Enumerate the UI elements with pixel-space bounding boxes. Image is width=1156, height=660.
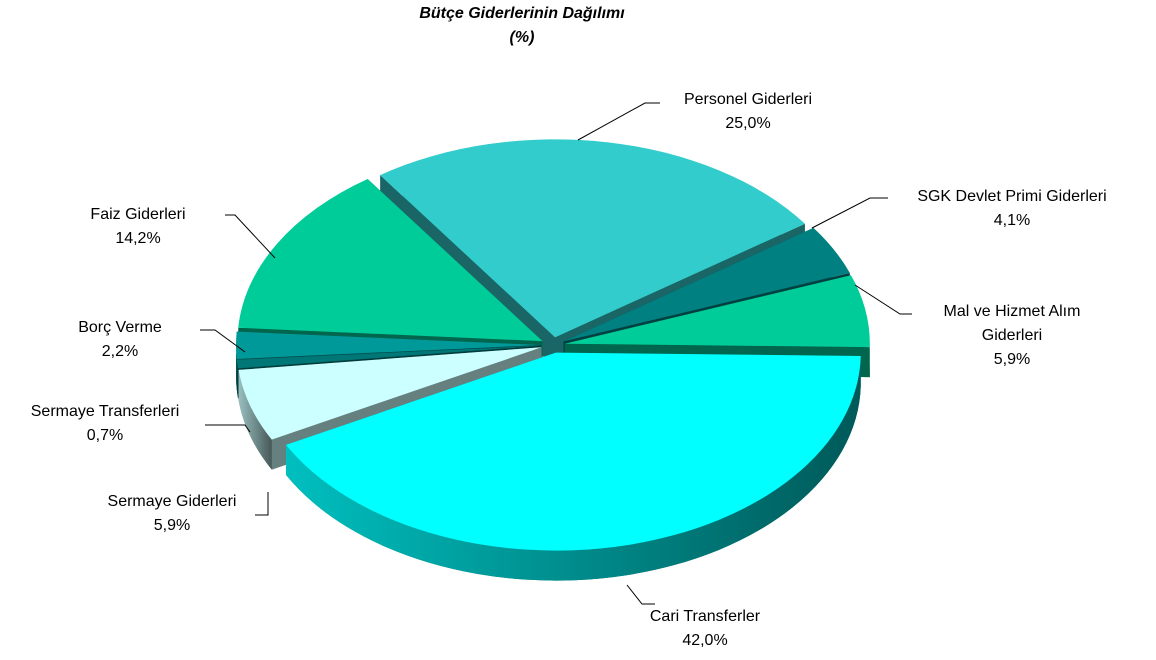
slice	[285, 352, 861, 551]
slice	[236, 345, 542, 369]
chart-title: Bütçe Giderlerinin Dağılımı	[419, 5, 625, 22]
leader-line	[255, 492, 269, 516]
slice	[564, 275, 870, 348]
slice-label: Cari Transferler	[649, 608, 761, 625]
value-label: 5,9%	[153, 517, 191, 534]
value-label: 25,0%	[725, 115, 771, 132]
slice-label: Mal ve Hizmet Alım Giderleri	[943, 303, 1081, 344]
slice-label: SGK Devlet Primi Giderleri	[917, 188, 1107, 205]
leader-line	[225, 214, 276, 259]
slice-side	[238, 369, 272, 470]
slice	[238, 347, 542, 440]
slice-side	[236, 359, 239, 399]
value-label: 42,0%	[682, 632, 728, 649]
leader-line	[205, 424, 251, 433]
slice-side	[285, 356, 861, 581]
leader-line	[577, 102, 660, 141]
slice-label: Faiz Giderleri	[90, 206, 186, 223]
value-label: 4,1%	[993, 212, 1031, 229]
value-label: 0,7%	[86, 427, 124, 444]
value-label: 2,2%	[101, 343, 139, 360]
slice-label: Borç Verme	[78, 319, 162, 336]
leader-line	[811, 197, 888, 229]
slice-label: Personel Giderleri	[683, 91, 813, 108]
slice	[238, 178, 543, 342]
slice-label: Sermaye Transferleri	[30, 403, 180, 420]
slice	[380, 139, 805, 338]
slice-label: Sermaye Giderleri	[107, 493, 237, 510]
value-label: 14,2%	[115, 230, 161, 247]
leader-line	[200, 329, 246, 353]
chart-subtitle: (%)	[509, 29, 535, 46]
leader-line	[626, 584, 655, 605]
leader-line	[854, 284, 912, 315]
slice	[563, 227, 850, 342]
slice-side	[236, 345, 237, 389]
value-label: 5,9%	[993, 351, 1031, 368]
slice	[236, 331, 542, 359]
